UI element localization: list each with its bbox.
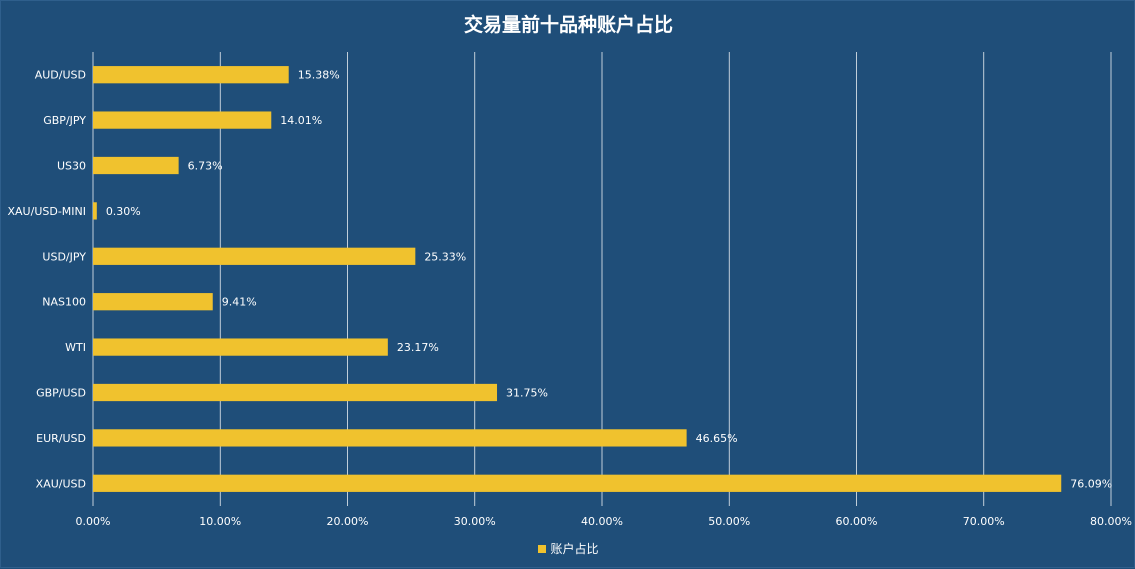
bar-data-label: 0.30% (106, 205, 141, 218)
y-category-label: XAU/USD-MINI (8, 205, 87, 218)
bar (93, 202, 97, 220)
bar-data-label: 46.65% (696, 432, 738, 445)
y-category-label: US30 (57, 160, 86, 173)
bar-data-label: 31.75% (506, 387, 548, 400)
bar-data-label: 76.09% (1070, 477, 1112, 490)
chart-title: 交易量前十品种账户占比 (463, 14, 673, 36)
bar (93, 338, 388, 356)
bar (93, 383, 498, 402)
y-category-label: NAS100 (42, 296, 86, 309)
bar-data-label: 25.33% (424, 250, 466, 263)
bar (93, 66, 289, 84)
bar (93, 429, 687, 447)
bar (93, 111, 272, 129)
bar-data-label: 15.38% (298, 69, 340, 82)
x-tick-label: 60.00% (836, 515, 878, 528)
y-category-label: WTI (65, 341, 86, 354)
bar (93, 474, 1062, 492)
x-tick-label: 20.00% (327, 515, 369, 528)
x-tick-label: 0.00% (76, 515, 111, 528)
x-tick-label: 80.00% (1090, 515, 1132, 528)
x-tick-label: 10.00% (199, 515, 241, 528)
y-category-label: GBP/USD (36, 387, 86, 400)
bar (93, 156, 179, 175)
x-tick-label: 70.00% (963, 515, 1005, 528)
bar-data-label: 6.73% (188, 160, 223, 173)
y-category-label: XAU/USD (36, 477, 86, 490)
y-category-label: AUD/USD (35, 69, 86, 82)
x-tick-label: 50.00% (708, 515, 750, 528)
x-tick-label: 40.00% (581, 515, 623, 528)
bar-data-label: 14.01% (280, 114, 322, 127)
y-category-label: GBP/JPY (43, 114, 86, 127)
legend-swatch (538, 544, 547, 553)
x-tick-label: 30.00% (454, 515, 496, 528)
bar (93, 293, 213, 311)
legend: 账户占比 (1, 540, 1135, 557)
y-category-label: EUR/USD (36, 432, 86, 445)
bar-data-label: 9.41% (222, 296, 257, 309)
bar-data-label: 23.17% (397, 341, 439, 354)
legend-label: 账户占比 (550, 542, 599, 556)
bar (93, 247, 416, 265)
y-category-label: USD/JPY (42, 250, 86, 263)
